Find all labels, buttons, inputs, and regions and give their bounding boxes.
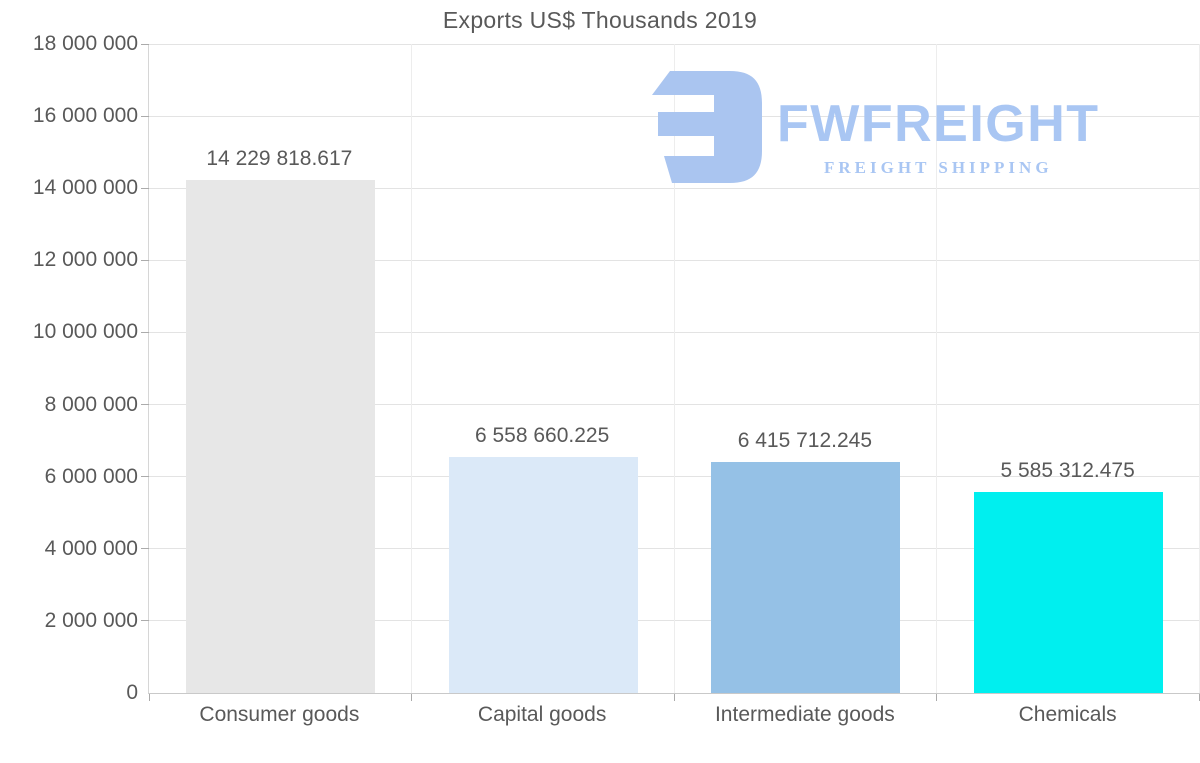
x-axis-tick bbox=[673, 694, 675, 701]
x-axis-tick bbox=[149, 694, 150, 701]
gridline-horizontal bbox=[149, 43, 1200, 45]
y-axis-label: 6 000 000 bbox=[44, 464, 138, 488]
x-axis-label: Chemicals bbox=[1018, 703, 1117, 726]
gridline-horizontal bbox=[149, 548, 1200, 550]
y-axis-tick bbox=[141, 43, 149, 45]
watermark-text: FWFREIGHT FREIGHT SHIPPING bbox=[777, 68, 1100, 178]
watermark-logo: FWFREIGHT FREIGHT SHIPPING bbox=[648, 68, 1100, 186]
plot-area bbox=[141, 43, 1200, 701]
chart-title: Exports US$ Thousands 2019 bbox=[442, 7, 758, 33]
y-axis-tick bbox=[141, 620, 149, 622]
x-axis-label: Capital goods bbox=[477, 703, 607, 726]
y-axis-tick bbox=[141, 259, 149, 261]
gridline-horizontal bbox=[149, 404, 1200, 406]
bar-consumer-goods bbox=[185, 179, 375, 693]
gridline-horizontal bbox=[149, 187, 1200, 189]
x-axis-label: Intermediate goods bbox=[714, 703, 895, 726]
gridline-vertical bbox=[410, 44, 412, 693]
gridline-horizontal bbox=[149, 259, 1200, 261]
y-axis-label: 0 bbox=[126, 681, 138, 704]
brand-name: FWFREIGHT bbox=[777, 95, 1100, 153]
bar-value-label: 14 229 818.617 bbox=[206, 146, 353, 170]
y-axis-tick bbox=[141, 404, 149, 406]
bar-value-label: 5 585 312.475 bbox=[1000, 458, 1135, 482]
gridline-horizontal bbox=[149, 331, 1200, 333]
y-axis-tick bbox=[141, 187, 149, 189]
x-axis-label: Consumer goods bbox=[199, 703, 360, 726]
y-axis-label: 14 000 000 bbox=[32, 176, 138, 200]
y-axis-tick bbox=[141, 548, 149, 550]
y-axis-tick bbox=[141, 331, 149, 333]
y-axis-label: 16 000 000 bbox=[32, 104, 138, 128]
brand-tagline: FREIGHT SHIPPING bbox=[824, 158, 1053, 177]
bar-value-label: 6 415 712.245 bbox=[737, 428, 873, 452]
y-axis-tick bbox=[141, 115, 149, 117]
gridline-horizontal bbox=[149, 620, 1200, 622]
bar-chemicals bbox=[974, 491, 1164, 693]
bar-capital-goods bbox=[448, 456, 638, 693]
bar-intermediate-goods bbox=[711, 461, 901, 693]
y-axis-label: 12 000 000 bbox=[32, 248, 138, 272]
y-axis-label: 4 000 000 bbox=[44, 536, 138, 560]
x-axis-tick bbox=[936, 694, 938, 701]
x-axis-tick bbox=[410, 694, 412, 701]
y-axis-tick bbox=[141, 476, 149, 478]
gridline-vertical bbox=[673, 44, 675, 693]
bar-value-label: 6 558 660.225 bbox=[474, 423, 610, 447]
fwfreight-logo-icon bbox=[652, 71, 762, 183]
gridline-vertical bbox=[936, 44, 938, 693]
gridline-horizontal bbox=[149, 476, 1200, 478]
y-axis-label: 10 000 000 bbox=[32, 320, 138, 344]
y-axis-label: 18 000 000 bbox=[32, 32, 138, 55]
y-axis-label: 2 000 000 bbox=[44, 608, 138, 632]
y-axis-label: 8 000 000 bbox=[44, 392, 138, 416]
